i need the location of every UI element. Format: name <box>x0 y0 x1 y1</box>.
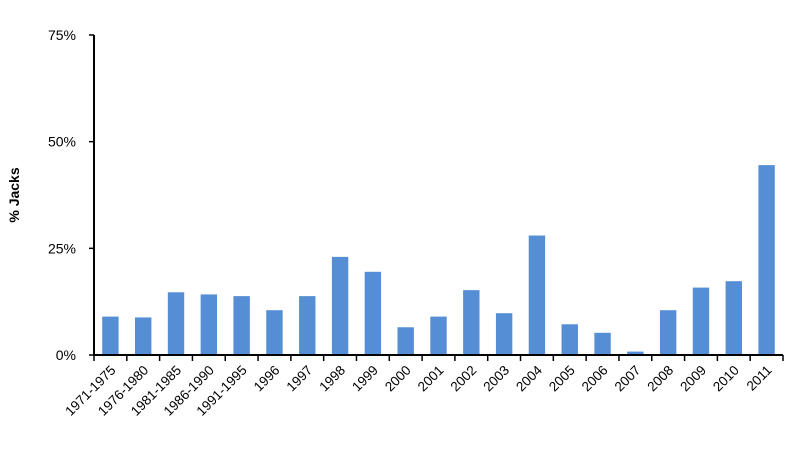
y-tick-label: 75% <box>48 27 76 43</box>
x-tick-label: 2010 <box>710 363 742 395</box>
bars-layer <box>102 165 775 355</box>
bar-1986-1990 <box>200 294 218 355</box>
x-tick-label: 1999 <box>349 363 381 395</box>
bar-2009 <box>692 287 710 355</box>
bar-1981-1985 <box>167 292 185 355</box>
bar-1998 <box>331 256 349 355</box>
x-tick-label: 2004 <box>513 362 545 394</box>
y-tick-label: 0% <box>56 347 76 363</box>
x-ticks: 1971-19751976-19801981-19851986-19901991… <box>62 355 784 419</box>
bar-1976-1980 <box>135 317 152 355</box>
x-tick-label: 2003 <box>480 363 512 395</box>
bar-1991-1995 <box>233 296 250 355</box>
bar-2007 <box>627 351 644 355</box>
x-tick-label: 2008 <box>644 363 676 395</box>
x-tick-label: 1996 <box>251 363 283 395</box>
bar-2010 <box>725 281 742 355</box>
bar-2011 <box>758 165 775 355</box>
bar-2002 <box>463 290 480 355</box>
y-ticks: 0% 25% 50% 75% <box>48 27 94 363</box>
bar-1999 <box>364 271 382 355</box>
x-tick-label: 1998 <box>316 363 348 395</box>
x-tick-label: 2005 <box>546 363 578 395</box>
x-tick-label: 2006 <box>579 363 611 395</box>
bar-2000 <box>397 327 414 355</box>
bar-2001 <box>430 316 447 355</box>
x-tick-label: 2000 <box>382 363 414 395</box>
bar-2005 <box>561 324 578 355</box>
x-tick-label: 1997 <box>284 363 316 395</box>
x-tick-label: 2011 <box>744 363 775 394</box>
bar-1971-1975 <box>102 316 119 355</box>
bar-1996 <box>266 310 283 355</box>
y-tick-label: 50% <box>48 134 76 150</box>
bar-2003 <box>495 313 513 355</box>
bar-2008 <box>659 310 677 355</box>
y-tick-label: 25% <box>48 240 76 256</box>
x-tick-label: 2001 <box>415 363 447 395</box>
bar-1997 <box>299 296 316 355</box>
x-tick-label: 2007 <box>612 363 644 395</box>
x-tick-label: 2009 <box>677 363 709 395</box>
bar-2004 <box>528 235 546 355</box>
bar-2006 <box>594 332 611 355</box>
y-axis-label: % Jacks <box>6 167 22 222</box>
x-tick-label: 2002 <box>448 363 480 395</box>
